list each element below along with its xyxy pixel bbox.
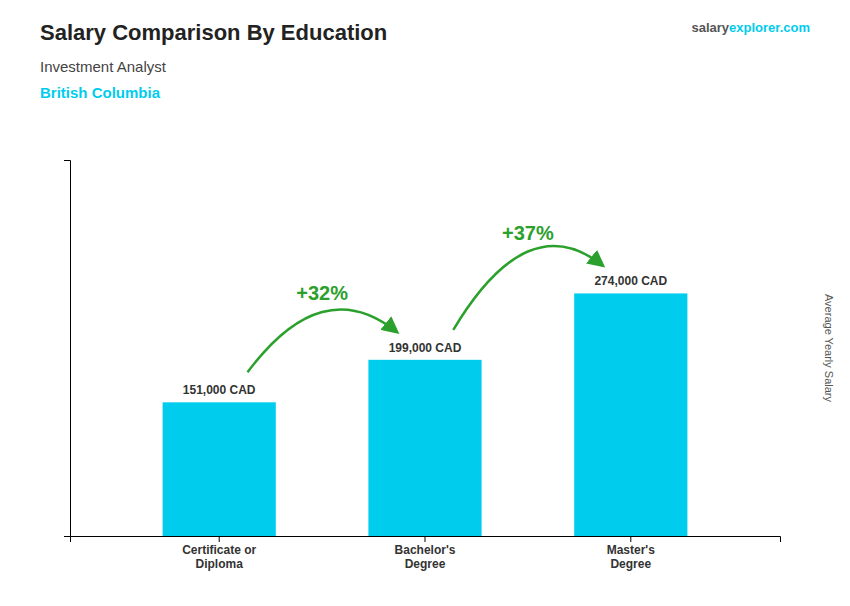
- watermark: salaryexplorer.com: [691, 20, 810, 35]
- bar: [163, 402, 276, 536]
- x-tick-label-line: Certificate or: [182, 543, 256, 557]
- bar: [368, 360, 481, 536]
- location: British Columbia: [40, 84, 161, 101]
- x-tick-label-line: Bachelor's: [395, 543, 456, 557]
- x-axis: Certificate orDiplomaBachelor'sDegreeMas…: [71, 536, 781, 571]
- data-label: 199,000 CAD: [389, 341, 462, 355]
- growth-label: +32%: [296, 282, 348, 304]
- x-tick-mark: [425, 536, 426, 542]
- watermark-part: salary: [691, 20, 729, 35]
- y-axis-label: Average Yearly Salary: [823, 294, 835, 403]
- x-tick-label: Certificate orDiploma: [182, 543, 256, 571]
- watermark-part: explorer: [729, 20, 780, 35]
- bar: [574, 293, 687, 536]
- chart: Certificate orDiplomaBachelor'sDegreeMas…: [0, 0, 850, 606]
- x-tick: Master'sDegree: [607, 536, 656, 571]
- data-label: 151,000 CAD: [183, 383, 256, 397]
- growth-arrow: [248, 309, 397, 372]
- data-label: 274,000 CAD: [594, 274, 667, 288]
- x-tick: Certificate orDiploma: [182, 536, 256, 571]
- y-axis: [64, 161, 71, 537]
- x-tick-mark: [630, 536, 631, 542]
- x-tick-label-line: Degree: [610, 557, 651, 571]
- x-tick: Bachelor'sDegree: [395, 536, 456, 571]
- bars: [163, 293, 688, 536]
- x-tick-mark: [219, 536, 220, 542]
- data-labels: 151,000 CAD 199,000 CAD 274,000 CAD: [183, 274, 668, 397]
- x-tick-label: Master'sDegree: [607, 543, 656, 571]
- growth-label: +37%: [502, 222, 554, 244]
- y-axis-line: [64, 161, 71, 537]
- annotations: +32% +37%: [248, 222, 603, 373]
- x-tick-label: Bachelor'sDegree: [395, 543, 456, 571]
- x-tick-label-line: Master's: [607, 543, 656, 557]
- watermark-part: .com: [780, 20, 810, 35]
- x-axis-line: [71, 537, 781, 543]
- growth-arrow: [453, 246, 602, 330]
- subtitle: Investment Analyst: [40, 58, 167, 75]
- title: Salary Comparison By Education: [40, 20, 387, 45]
- x-tick-label-line: Degree: [405, 557, 446, 571]
- x-tick-label-line: Diploma: [196, 557, 244, 571]
